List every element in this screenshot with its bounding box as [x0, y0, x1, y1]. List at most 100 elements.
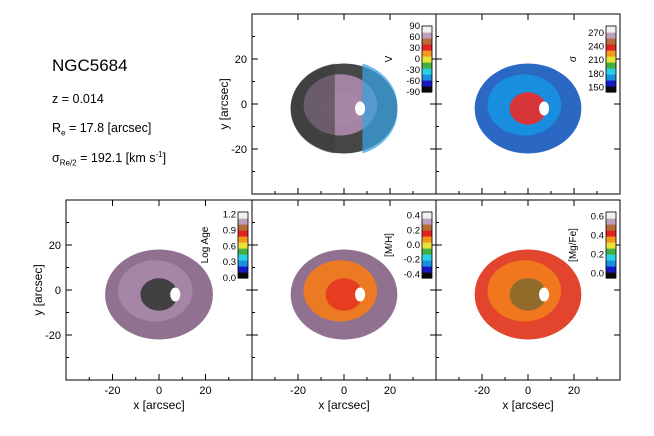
- colorbar-tick-label-metallicity: 0.0: [407, 240, 420, 251]
- x-tick-label-log-age: 20: [199, 385, 211, 397]
- colorbar-segment-metallicity: [422, 266, 432, 273]
- colorbar-segment-velocity: [422, 44, 432, 51]
- colorbar-segment-alpha-fe: [606, 242, 616, 249]
- colorbar-segment-log-age: [238, 236, 248, 243]
- colorbar-tick-label-alpha-fe: 0.0: [591, 268, 604, 279]
- colorbar-segment-alpha-fe: [606, 230, 616, 237]
- colorbar-tick-label-metallicity: 0.4: [407, 211, 420, 222]
- colorbar-frame-alpha-fe: [605, 211, 617, 279]
- colorbar-segment-metallicity: [422, 212, 432, 219]
- map-core-log-age: [140, 278, 178, 311]
- colorbar-label-alpha-fe: [Mg/Fe]: [568, 228, 579, 262]
- re-subscript: e: [61, 128, 66, 138]
- colorbar-segment-alpha-fe: [606, 218, 616, 225]
- colorbar-segment-metallicity: [422, 242, 432, 249]
- colorbar-segment-velocity: [422, 56, 432, 63]
- colorbar-segment-velocity: [422, 68, 432, 75]
- colorbar-tick-label-log-age: 0.3: [223, 257, 236, 268]
- x-tick-label-metallicity: 20: [384, 385, 396, 397]
- colorbar-segment-log-age: [238, 242, 248, 249]
- colorbar-label-metallicity: [M/H]: [384, 233, 395, 257]
- colorbar-segment-velocity: [422, 26, 432, 33]
- colorbar-segment-sigma: [606, 68, 616, 75]
- x-axis-label-metallicity: x [arcsec]: [318, 398, 369, 412]
- colorbar-tick-label-log-age: 0.6: [223, 241, 236, 252]
- sigma-close: ]: [162, 151, 167, 166]
- redshift-label: z = 0.014: [52, 92, 104, 106]
- colorbar-tick-label-sigma: 210: [588, 55, 604, 66]
- y-axis-label-log-age: y [arcsec]: [31, 264, 45, 315]
- x-tick-label-metallicity: -20: [290, 385, 306, 397]
- colorbar-segment-metallicity: [422, 236, 432, 243]
- colorbar-segment-alpha-fe: [606, 236, 616, 243]
- colorbar-tick-label-alpha-fe: 0.2: [591, 249, 604, 260]
- colorbar-segment-alpha-fe: [606, 260, 616, 267]
- colorbar-segment-velocity: [422, 62, 432, 69]
- colorbar-segment-sigma: [606, 74, 616, 81]
- colorbar-segment-velocity: [422, 32, 432, 39]
- colorbar-frame-log-age: [237, 211, 249, 279]
- colorbar-segment-log-age: [238, 272, 248, 279]
- colorbar-segment-alpha-fe: [606, 266, 616, 273]
- colorbar-label-velocity: V: [384, 55, 395, 62]
- colorbar-segment-velocity: [422, 74, 432, 81]
- colorbar-segment-metallicity: [422, 272, 432, 279]
- colorbar-segment-sigma: [606, 32, 616, 39]
- colorbar-label-sigma: σ: [568, 55, 579, 62]
- effective-radius-label: Re = 17.8 [arcsec]: [52, 121, 151, 138]
- y-tick-label-log-age: -20: [45, 330, 61, 342]
- colorbar-tick-label-metallicity: 0.2: [407, 225, 420, 236]
- colorbar-tick-label-log-age: 1.2: [223, 210, 236, 221]
- colorbar-segment-alpha-fe: [606, 272, 616, 279]
- colorbar-tick-label-log-age: 0.9: [223, 225, 236, 236]
- x-tick-label-alpha-fe: -20: [474, 385, 490, 397]
- colorbar-tick-label-velocity: 0: [415, 54, 420, 65]
- colorbar-tick-label-alpha-fe: 0.4: [591, 231, 604, 242]
- colorbar-tick-label-metallicity: -0.2: [404, 255, 420, 266]
- y-tick-label-velocity: 0: [241, 99, 247, 111]
- y-tick-label-log-age: 0: [55, 285, 61, 297]
- colorbar-segment-metallicity: [422, 218, 432, 225]
- x-tick-label-log-age: -20: [105, 385, 121, 397]
- colorbar-segment-sigma: [606, 26, 616, 33]
- colorbar-segment-alpha-fe: [606, 212, 616, 219]
- x-axis-label-alpha-fe: x [arcsec]: [502, 398, 553, 412]
- colorbar-segment-log-age: [238, 230, 248, 237]
- y-tick-label-velocity: -20: [231, 144, 247, 156]
- galaxy-name: NGC5684: [52, 56, 128, 75]
- colorbar-segment-metallicity: [422, 254, 432, 261]
- colorbar-segment-sigma: [606, 38, 616, 45]
- colorbar-segment-velocity: [422, 86, 432, 93]
- colorbar-label-log-age: Log Age: [200, 226, 211, 263]
- colorbar-segment-sigma: [606, 44, 616, 51]
- map-hole-log-age: [170, 287, 181, 302]
- colorbar-segment-log-age: [238, 224, 248, 231]
- sigma-symbol: σ: [52, 151, 60, 166]
- map-hole-sigma: [539, 101, 550, 116]
- map-hole-alpha-fe: [539, 287, 550, 302]
- colorbar-tick-label-sigma: 150: [588, 82, 604, 93]
- colorbar-frame-velocity: [421, 25, 433, 93]
- x-tick-label-alpha-fe: 20: [568, 385, 580, 397]
- colorbar-segment-log-age: [238, 254, 248, 261]
- colorbar-tick-label-sigma: 270: [588, 28, 604, 39]
- colorbar-segment-log-age: [238, 212, 248, 219]
- sigma-label: σRe/2 = 192.1 [km s-1]: [52, 150, 166, 168]
- colorbar-tick-label-alpha-fe: 0.6: [591, 212, 604, 223]
- colorbar-segment-metallicity: [422, 260, 432, 267]
- colorbar-tick-label-sigma: 180: [588, 69, 604, 80]
- colorbar-segment-sigma: [606, 80, 616, 87]
- colorbar-segment-velocity: [422, 50, 432, 57]
- map-hole-metallicity: [355, 287, 366, 302]
- colorbar-frame-metallicity: [421, 211, 433, 279]
- colorbar-segment-velocity: [422, 38, 432, 45]
- colorbar-tick-label-velocity: 60: [409, 32, 420, 43]
- y-tick-label-velocity: 20: [235, 54, 247, 66]
- map-core-alpha-fe: [509, 278, 547, 311]
- colorbar-tick-label-log-age: 0.0: [223, 273, 236, 284]
- map-core-metallicity: [325, 278, 363, 311]
- colorbar-segment-metallicity: [422, 224, 432, 231]
- x-axis-label-log-age: x [arcsec]: [133, 398, 184, 412]
- colorbar-segment-log-age: [238, 266, 248, 273]
